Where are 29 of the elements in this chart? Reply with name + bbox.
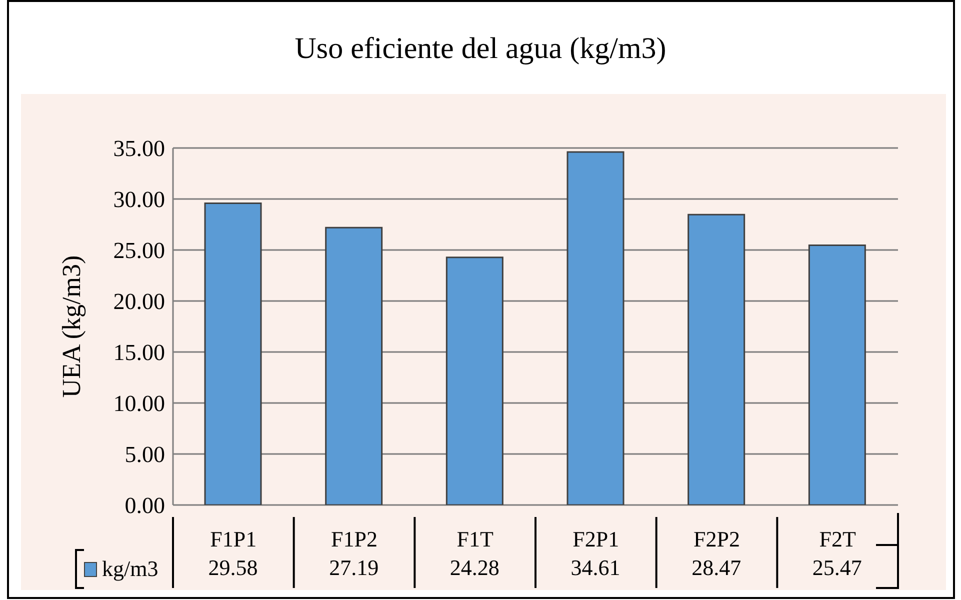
y-tick-label: 5.00	[124, 442, 165, 468]
y-tick-label: 30.00	[113, 187, 165, 212]
data-label: 34.61	[570, 555, 620, 580]
chart-title: Uso eficiente del agua (kg/m3)	[294, 31, 668, 67]
x-tick-label: F2P2	[694, 526, 740, 552]
bar	[566, 151, 624, 505]
x-tick-label: F1P2	[331, 526, 378, 552]
y-tick-label: 0.00	[124, 493, 165, 518]
y-tick-label: 35.00	[113, 136, 165, 162]
bar	[325, 226, 383, 505]
y-tick-label: 10.00	[113, 391, 165, 416]
bar	[688, 214, 746, 505]
x-tick-label: F2P1	[572, 526, 620, 552]
bar	[446, 256, 504, 505]
y-axis-title: UEA (kg/m3)	[57, 255, 86, 398]
bar	[204, 202, 262, 505]
y-tick-label: 15.00	[113, 340, 165, 366]
x-tick-label: F2T	[819, 526, 856, 552]
data-label: 28.47	[692, 555, 742, 580]
data-label: 24.28	[450, 555, 500, 580]
x-tick-label: F1T	[456, 526, 494, 552]
bar	[808, 244, 866, 505]
y-tick-label: 20.00	[113, 289, 165, 314]
data-label: 27.19	[329, 555, 379, 580]
data-label: 29.58	[208, 555, 258, 580]
y-tick-label: 25.00	[113, 238, 165, 264]
legend-label: kg/m3	[102, 556, 158, 582]
data-label: 25.47	[812, 555, 862, 580]
x-tick-label: F1P1	[210, 526, 257, 552]
